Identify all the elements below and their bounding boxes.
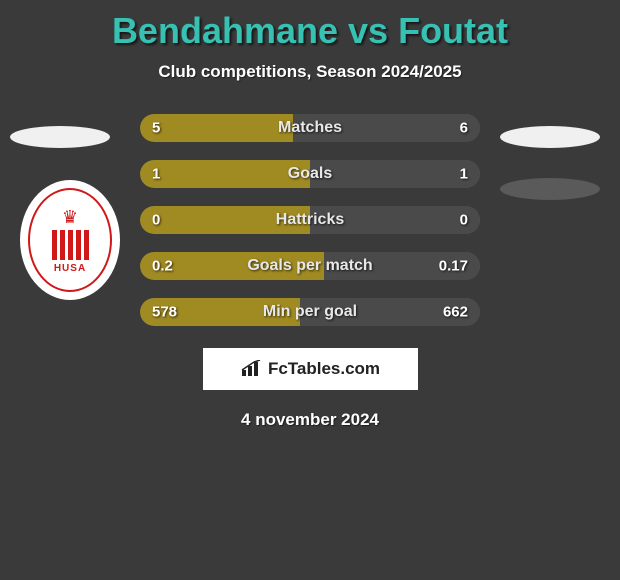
stripe <box>60 230 65 260</box>
bar-value-right: 0 <box>460 212 468 229</box>
club-logo-inner: ♛ HUSA <box>28 188 112 292</box>
comparison-title: Bendahmane vs Foutat <box>0 0 620 52</box>
chart-icon <box>240 360 262 378</box>
bar-value-right: 662 <box>443 304 468 321</box>
right-team-ellipse-1 <box>500 126 600 148</box>
stat-bar: Hattricks 0 0 <box>140 206 480 234</box>
stripe <box>76 230 81 260</box>
bar-value-left: 0 <box>152 212 160 229</box>
bar-label: Hattricks <box>276 211 344 229</box>
stat-bar: Goals 1 1 <box>140 160 480 188</box>
subtitle: Club competitions, Season 2024/2025 <box>0 62 620 82</box>
bar-label: Min per goal <box>263 303 357 321</box>
bar-left-fill <box>140 114 293 142</box>
player2-name: Foutat <box>398 10 508 51</box>
date: 4 november 2024 <box>0 410 620 430</box>
stripe <box>68 230 73 260</box>
bar-value-right: 1 <box>460 166 468 183</box>
vs-text: vs <box>348 10 388 51</box>
stat-bar: Matches 5 6 <box>140 114 480 142</box>
bar-label: Matches <box>278 119 342 137</box>
bar-value-left: 5 <box>152 120 160 137</box>
bar-label: Goals per match <box>247 257 372 275</box>
branding[interactable]: FcTables.com <box>203 348 418 390</box>
branding-text: FcTables.com <box>268 359 380 379</box>
bar-value-left: 0.2 <box>152 258 173 275</box>
stat-bar: Goals per match 0.2 0.17 <box>140 252 480 280</box>
crown-icon: ♛ <box>62 207 78 228</box>
bar-left-fill <box>140 160 310 188</box>
club-logo-text: HUSA <box>54 263 86 274</box>
right-team-ellipse-2 <box>500 178 600 200</box>
bar-value-left: 578 <box>152 304 177 321</box>
stat-bar: Min per goal 578 662 <box>140 298 480 326</box>
stripe <box>52 230 57 260</box>
bar-value-right: 0.17 <box>439 258 468 275</box>
player1-name: Bendahmane <box>112 10 338 51</box>
club-logo: ♛ HUSA <box>20 180 120 300</box>
bar-value-right: 6 <box>460 120 468 137</box>
bar-value-left: 1 <box>152 166 160 183</box>
bar-label: Goals <box>288 165 332 183</box>
stat-bars: Matches 5 6 Goals 1 1 Hattricks 0 0 Goals per mat… <box>140 114 480 326</box>
left-team-ellipse <box>10 126 110 148</box>
club-logo-stripes <box>52 230 89 260</box>
club-logo-circle: ♛ HUSA <box>20 180 120 300</box>
bar-right-fill <box>310 160 480 188</box>
stripe <box>84 230 89 260</box>
